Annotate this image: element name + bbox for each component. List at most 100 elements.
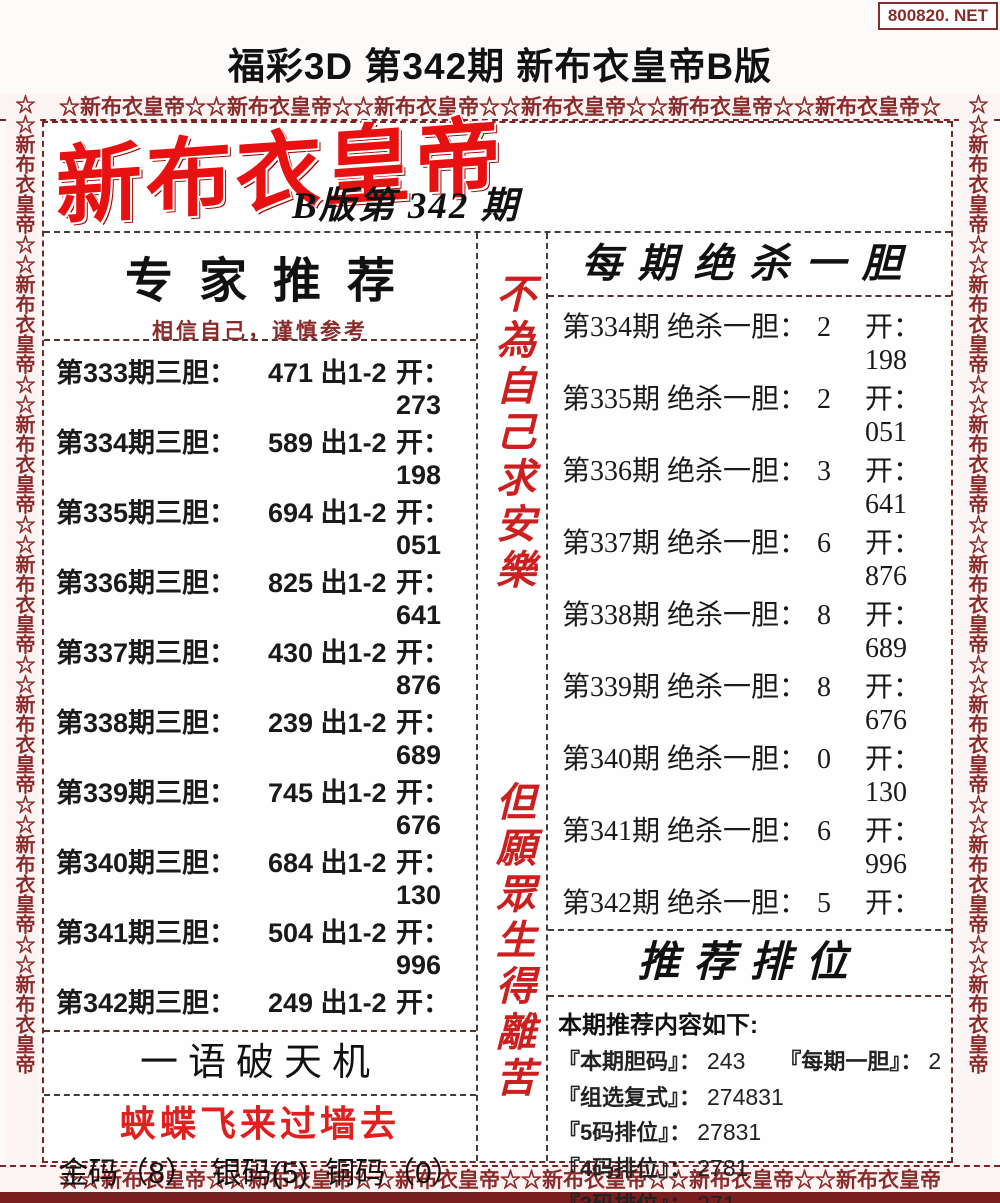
paiwei-row: 『3码排位』：271 bbox=[558, 1187, 947, 1203]
table-row: 第339期三胆： 745 出1-2 开：676 bbox=[56, 771, 472, 841]
bottom-bar bbox=[0, 1192, 1000, 1203]
paiwei-label: 『每期一胆』： bbox=[779, 1048, 923, 1074]
paiwei-label: 『5码排位』： bbox=[558, 1120, 692, 1146]
paiwei-value: 243 bbox=[707, 1047, 746, 1074]
paiwei-row: 『组选复式』： 274831 bbox=[558, 1080, 947, 1112]
period-label: 第342期 绝杀一胆： bbox=[562, 888, 808, 919]
period-label: 第337期三胆： bbox=[56, 638, 237, 668]
paiwei-row: 『5码排位』： 27831 bbox=[558, 1115, 947, 1147]
bronze-code: 铜码（0） bbox=[324, 1157, 462, 1190]
taihu-section: 三字谜 太湖三字诀 鹊桥仙，二者馀， 临江仙，寒衣调。 三字谜 bbox=[44, 1194, 476, 1203]
result-value: 开：676 bbox=[865, 672, 922, 736]
paiwei-row: 『4码排位』： 2781 bbox=[558, 1151, 947, 1183]
table-row: 第338期三胆： 239 出1-2 开：689 bbox=[56, 701, 472, 771]
paiwei-value: 274831 bbox=[707, 1083, 784, 1110]
kill-digit: 2 bbox=[817, 384, 831, 415]
table-row: 第340期三胆： 684 出1-2 开：130 bbox=[56, 841, 472, 911]
period-label: 第336期三胆： bbox=[56, 568, 237, 598]
paiwei-body: 本期推荐内容如下: 『本期胆码』： 243 『每期一胆』： 2 『组选复式』： 2748… bbox=[548, 997, 951, 1203]
kill-digit: 5 bbox=[817, 888, 831, 919]
result-value: 开：051 bbox=[396, 498, 450, 560]
period-label: 第342期三胆： bbox=[56, 988, 237, 1018]
kill-title: 每期绝杀一胆 bbox=[548, 233, 951, 297]
table-row: 第338期 绝杀一胆： 8 开：689 bbox=[562, 593, 949, 665]
edition-subtitle: B版第 342 期 bbox=[292, 186, 520, 227]
paiwei-value: 2781 bbox=[697, 1155, 749, 1182]
result-value: 开：130 bbox=[396, 848, 450, 910]
kill-list: 第334期 绝杀一胆： 2 开：198 第335期 绝杀一胆： 2 开：051 第336… bbox=[548, 297, 951, 931]
motto-bottom: 但願眾生得離苦 bbox=[490, 781, 535, 1103]
tianji-title: 一语破天机 bbox=[44, 1032, 476, 1096]
star-border-right: ☆☆新布衣皇帝☆☆新布衣皇帝☆☆新布衣皇帝☆☆新布衣皇帝☆☆新布衣皇帝☆☆新布衣… bbox=[959, 94, 992, 1165]
star-border-top: ☆新布衣皇帝☆☆新布衣皇帝☆☆新布衣皇帝☆☆新布衣皇帝☆☆新布衣皇帝☆☆新布衣皇… bbox=[0, 94, 1000, 121]
kill-digit: 2 bbox=[817, 312, 831, 343]
result-value: 开：273 bbox=[396, 358, 450, 420]
table-row: 第334期三胆： 589 出1-2 开：198 bbox=[56, 421, 472, 491]
dan-value: 825 出1-2 bbox=[268, 568, 387, 598]
kill-digit: 8 bbox=[817, 672, 831, 703]
table-row: 第341期 绝杀一胆： 6 开：996 bbox=[562, 809, 949, 881]
riddle-side-right: 三字谜 bbox=[396, 1194, 476, 1203]
kill-digit: 0 bbox=[817, 744, 831, 775]
content-frame: 新布衣皇帝 B版第 342 期 专家推荐 相信自己，谨慎参考 第333期三胆： 4… bbox=[42, 109, 953, 1203]
left-column: 专家推荐 相信自己，谨慎参考 第333期三胆： 471 出1-2 开：273 第33… bbox=[44, 233, 478, 1194]
paiwei-value: 2 bbox=[928, 1047, 942, 1074]
result-value: 开：641 bbox=[865, 456, 922, 520]
riddle-side-left: 三字谜 bbox=[44, 1194, 124, 1203]
result-value: 开：996 bbox=[865, 816, 922, 880]
paiwei-label: 『本期胆码』： bbox=[558, 1048, 702, 1074]
table-row: 第339期 绝杀一胆： 8 开：676 bbox=[562, 665, 949, 737]
result-value: 开：198 bbox=[396, 428, 450, 490]
table-row: 第340期 绝杀一胆： 0 开：130 bbox=[562, 737, 949, 809]
result-value: 开： bbox=[396, 988, 450, 1018]
dan-value: 249 出1-2 bbox=[268, 988, 387, 1018]
dan-value: 504 出1-2 bbox=[268, 918, 387, 948]
period-label: 第335期三胆： bbox=[56, 498, 237, 528]
table-row: 第335期 绝杀一胆： 2 开：051 bbox=[562, 377, 949, 449]
tianji-codes: 金码（8） 银码(5) 铜码（0） bbox=[44, 1148, 476, 1194]
result-value: 开：689 bbox=[396, 708, 450, 770]
paiwei-value: 27831 bbox=[697, 1119, 762, 1146]
middle-strip: 不為自己求安樂 但願眾生得離苦 bbox=[478, 233, 548, 1161]
period-label: 第333期三胆： bbox=[56, 358, 237, 388]
paiwei-value: 271 bbox=[691, 1191, 735, 1203]
table-row: 第337期三胆： 430 出1-2 开：876 bbox=[56, 631, 472, 701]
dan-value: 471 出1-2 bbox=[268, 358, 387, 388]
table-row: 第336期三胆： 825 出1-2 开：641 bbox=[56, 561, 472, 631]
logo-row: 新布衣皇帝 B版第 342 期 bbox=[44, 109, 951, 236]
expert-subtitle: 相信自己，谨慎参考 bbox=[152, 320, 368, 343]
result-value: 开： bbox=[865, 888, 922, 919]
table-row: 第335期三胆： 694 出1-2 开：051 bbox=[56, 491, 472, 561]
expert-list: 第333期三胆： 471 出1-2 开：273 第334期三胆： 589 出1-2 开：… bbox=[44, 341, 476, 1032]
period-label: 第339期 绝杀一胆： bbox=[562, 672, 808, 703]
expert-header: 专家推荐 相信自己，谨慎参考 bbox=[44, 233, 476, 343]
paiwei-intro: 本期推荐内容如下: bbox=[558, 1012, 758, 1039]
period-label: 第336期 绝杀一胆： bbox=[562, 456, 808, 487]
paiwei-title: 推荐排位 bbox=[548, 931, 951, 997]
paiwei-label: 『4码排位』： bbox=[558, 1156, 692, 1182]
result-value: 开：130 bbox=[865, 744, 922, 808]
period-label: 第335期 绝杀一胆： bbox=[562, 384, 808, 415]
result-value: 开：676 bbox=[396, 778, 450, 840]
table-row: 第342期三胆： 249 出1-2 开： bbox=[56, 981, 472, 1020]
result-value: 开：876 bbox=[865, 528, 922, 592]
table-row: 第334期 绝杀一胆： 2 开：198 bbox=[562, 305, 949, 377]
gold-code: 金码（8） bbox=[58, 1157, 195, 1190]
period-label: 第338期 绝杀一胆： bbox=[562, 600, 808, 631]
result-value: 开：876 bbox=[396, 638, 450, 700]
page-title: 福彩3D 第342期 新布衣皇帝B版 bbox=[227, 46, 773, 87]
period-label: 第338期三胆： bbox=[56, 708, 237, 738]
result-value: 开：198 bbox=[865, 312, 922, 376]
period-label: 第341期三胆： bbox=[56, 918, 237, 948]
dan-value: 589 出1-2 bbox=[268, 428, 387, 458]
kill-digit: 6 bbox=[817, 528, 831, 559]
period-label: 第337期 绝杀一胆： bbox=[562, 528, 808, 559]
right-column: 每期绝杀一胆 第334期 绝杀一胆： 2 开：198 第335期 绝杀一胆： 2 开：0… bbox=[548, 233, 951, 1203]
result-value: 开：051 bbox=[865, 384, 922, 448]
silver-code: 银码(5) bbox=[211, 1157, 309, 1190]
period-label: 第340期 绝杀一胆： bbox=[562, 744, 808, 775]
paiwei-label: 『3码排位』： bbox=[558, 1192, 691, 1203]
dan-value: 430 出1-2 bbox=[268, 638, 387, 668]
table-row: 第341期三胆： 504 出1-2 开：996 bbox=[56, 911, 472, 981]
